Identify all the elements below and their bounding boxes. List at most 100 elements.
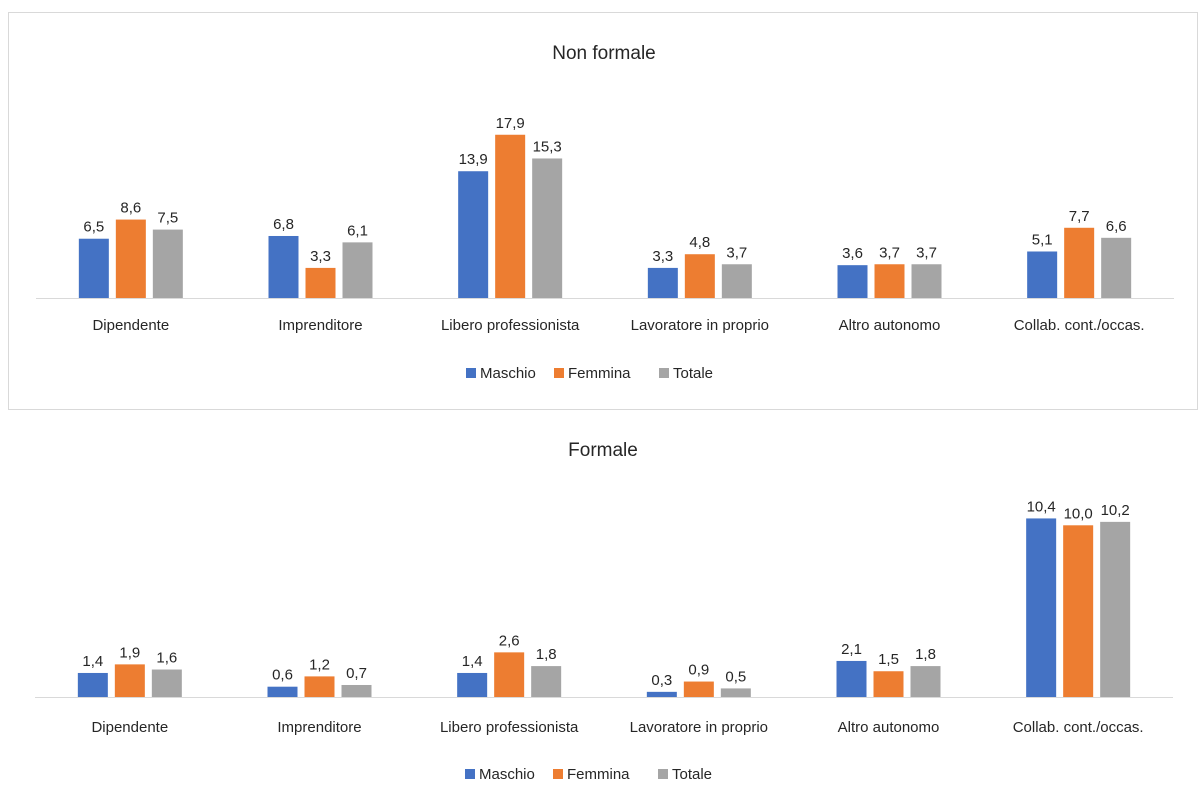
bar-maschio-1: [77, 672, 108, 697]
category-label: Libero professionista: [440, 719, 579, 736]
bar-totale-2: [341, 684, 372, 697]
data-label: 7,5: [157, 210, 178, 227]
data-label: 0,7: [346, 665, 367, 682]
legend-label-femmina: Femmina: [567, 766, 630, 783]
data-label: 3,3: [310, 248, 331, 265]
bar-maschio-1: [78, 238, 109, 298]
legend-swatch-maschio: [465, 769, 475, 779]
bar-maschio-3: [457, 672, 488, 697]
legend-label-femmina: Femmina: [568, 365, 631, 382]
bar-totale-3: [532, 158, 563, 298]
bar-femmina-3: [494, 652, 525, 697]
bar-femmina-2: [304, 676, 335, 697]
category-label: Altro autonomo: [839, 317, 941, 334]
legend-label-maschio: Maschio: [480, 365, 536, 382]
bar-maschio-5: [837, 265, 868, 298]
category-label: Collab. cont./occas.: [1013, 719, 1144, 736]
legend-swatch-femmina: [553, 769, 563, 779]
bar-femmina-1: [114, 664, 145, 697]
bar-totale-4: [720, 688, 751, 697]
chart-non-formale: Non formale 6,5 8,6 7,5 Dipendente 6,8 3,3 6,1 I…: [8, 12, 1198, 410]
bar-femmina-5: [874, 264, 905, 298]
data-label: 3,7: [879, 244, 900, 261]
data-label: 1,6: [156, 650, 177, 667]
data-label: 10,2: [1101, 502, 1130, 519]
category-label: Collab. cont./occas.: [1014, 317, 1145, 334]
legend-swatch-totale: [659, 368, 669, 378]
data-label: 13,9: [459, 151, 488, 168]
legend-label-maschio: Maschio: [479, 766, 535, 783]
bar-maschio-6: [1026, 518, 1057, 697]
data-label: 2,6: [499, 632, 520, 649]
category-label: Imprenditore: [277, 719, 361, 736]
bar-totale-2: [342, 242, 373, 298]
data-label: 7,7: [1069, 208, 1090, 225]
data-label: 15,3: [533, 138, 562, 155]
legend-label-totale: Totale: [672, 766, 712, 783]
legend-swatch-maschio: [466, 368, 476, 378]
legend-label-totale: Totale: [673, 365, 713, 382]
data-label: 10,4: [1027, 498, 1056, 515]
data-label: 1,2: [309, 656, 330, 673]
data-label: 3,7: [726, 244, 747, 261]
chart-formale: Formale 1,4 1,9 1,6 Dipendente 0,6 1,2 0,7 Impre…: [8, 411, 1198, 801]
chart-formale-svg: Formale 1,4 1,9 1,6 Dipendente 0,6 1,2 0,7 Impre…: [35, 440, 1173, 783]
category-label: Lavoratore in proprio: [630, 719, 768, 736]
data-label: 3,6: [842, 245, 863, 262]
data-label: 1,8: [536, 646, 557, 663]
data-label: 6,5: [83, 219, 104, 236]
bar-maschio-5: [836, 660, 867, 697]
bar-totale-6: [1100, 521, 1131, 697]
data-label: 3,7: [916, 244, 937, 261]
bar-maschio-4: [647, 267, 678, 298]
category-label: Imprenditore: [278, 317, 362, 334]
data-label: 0,9: [688, 662, 709, 679]
bar-totale-4: [721, 264, 752, 298]
bar-femmina-2: [305, 267, 336, 298]
bar-maschio-2: [267, 686, 298, 697]
data-label: 0,5: [725, 668, 746, 685]
chart-non-formale-svg: Non formale 6,5 8,6 7,5 Dipendente 6,8 3,3 6,1 I…: [36, 43, 1174, 382]
bar-femmina-1: [115, 219, 146, 298]
bar-femmina-5: [873, 671, 904, 697]
bar-femmina-3: [495, 134, 526, 298]
data-label: 2,1: [841, 641, 862, 658]
data-label: 1,8: [915, 646, 936, 663]
data-label: 1,4: [462, 653, 483, 670]
data-label: 4,8: [689, 234, 710, 251]
data-label: 6,1: [347, 222, 368, 239]
chart-title: Non formale: [552, 43, 656, 64]
data-label: 10,0: [1064, 505, 1093, 522]
bar-maschio-3: [458, 171, 489, 298]
data-label: 6,6: [1106, 218, 1127, 235]
chart-title: Formale: [568, 440, 638, 461]
bar-totale-6: [1101, 237, 1132, 298]
data-label: 17,9: [496, 115, 525, 132]
bar-femmina-4: [684, 254, 715, 298]
category-label: Altro autonomo: [838, 719, 940, 736]
bar-femmina-6: [1064, 227, 1095, 298]
bar-totale-1: [151, 669, 182, 697]
category-label: Libero professionista: [441, 317, 580, 334]
data-label: 5,1: [1032, 231, 1053, 248]
bar-totale-5: [910, 666, 941, 697]
bar-maschio-4: [646, 691, 677, 697]
data-label: 0,3: [651, 672, 672, 689]
data-label: 1,9: [119, 644, 140, 661]
data-label: 1,4: [82, 653, 103, 670]
bar-totale-3: [531, 666, 562, 697]
data-label: 0,6: [272, 667, 293, 684]
legend-swatch-femmina: [554, 368, 564, 378]
legend-swatch-totale: [658, 769, 668, 779]
bar-totale-1: [152, 229, 183, 298]
category-label: Lavoratore in proprio: [631, 317, 769, 334]
bar-maschio-6: [1027, 251, 1058, 298]
bar-femmina-6: [1063, 525, 1094, 697]
category-label: Dipendente: [92, 317, 169, 334]
data-label: 3,3: [652, 248, 673, 265]
data-label: 6,8: [273, 216, 294, 233]
bar-totale-5: [911, 264, 942, 298]
category-label: Dipendente: [91, 719, 168, 736]
data-label: 8,6: [120, 200, 141, 217]
data-label: 1,5: [878, 651, 899, 668]
